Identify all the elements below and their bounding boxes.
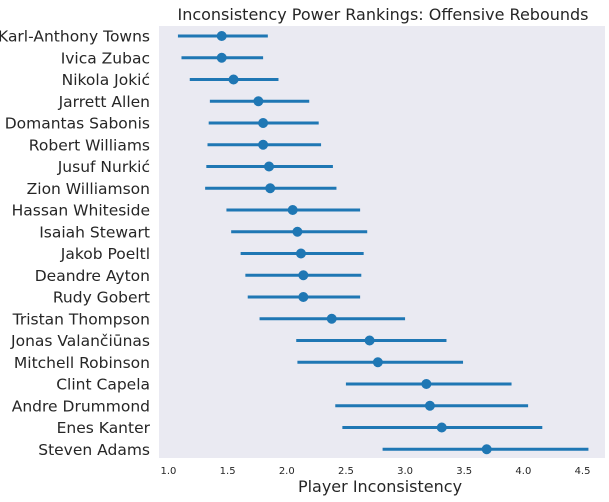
x-tick-label: 1.0 bbox=[161, 466, 177, 477]
data-point bbox=[298, 270, 309, 281]
y-tick-label: Jarrett Allen bbox=[58, 93, 150, 111]
data-point bbox=[265, 183, 276, 194]
data-point bbox=[421, 379, 432, 389]
y-tick-label: Jusuf Nurkić bbox=[57, 158, 150, 176]
y-tick-label: Isaiah Stewart bbox=[39, 223, 150, 241]
x-tick-label: 4.0 bbox=[515, 466, 531, 477]
data-point bbox=[295, 248, 306, 259]
y-tick-label: Nikola Jokić bbox=[62, 71, 150, 89]
y-tick-label: Hassan Whiteside bbox=[12, 202, 150, 220]
x-axis-label: Player Inconsistency bbox=[298, 477, 462, 496]
y-tick-label: Enes Kanter bbox=[57, 419, 151, 437]
y-tick-label: Deandre Ayton bbox=[35, 267, 150, 285]
x-tick-label: 4.5 bbox=[575, 466, 591, 477]
data-point bbox=[364, 335, 375, 346]
y-tick-label: Tristan Thompson bbox=[12, 310, 150, 328]
x-tick-label: 2.5 bbox=[338, 466, 354, 477]
x-tick-label: 1.5 bbox=[220, 466, 236, 477]
y-tick-label: Jonas Valančiūnas bbox=[10, 332, 150, 350]
data-point bbox=[264, 161, 275, 172]
y-tick-label: Jakob Poeltl bbox=[60, 245, 150, 263]
data-point bbox=[326, 313, 337, 324]
data-point bbox=[481, 444, 492, 455]
data-point bbox=[298, 292, 309, 302]
y-tick-label: Zion Williamson bbox=[27, 180, 150, 198]
data-point bbox=[228, 74, 239, 85]
x-tick-label: 2.0 bbox=[279, 466, 295, 477]
y-tick-label: Ivica Zubac bbox=[61, 49, 150, 67]
y-tick-label: Andre Drummond bbox=[12, 397, 150, 415]
y-tick-label: Karl-Anthony Towns bbox=[0, 28, 150, 46]
y-tick-labels: Karl-Anthony Towns Ivica Zubac Nikola Joki… bbox=[0, 28, 151, 459]
plot-marks bbox=[177, 31, 589, 455]
x-tick-label: 3.0 bbox=[397, 466, 413, 477]
data-point bbox=[372, 357, 383, 368]
data-point bbox=[436, 422, 447, 433]
data-point bbox=[216, 31, 227, 41]
y-tick-label: Robert Williams bbox=[29, 136, 150, 154]
chart-title: Inconsistency Power Rankings: Offensive … bbox=[177, 5, 588, 24]
y-tick-label: Domantas Sabonis bbox=[5, 115, 150, 133]
plot-area bbox=[159, 26, 605, 458]
y-tick-label: Clint Capela bbox=[56, 376, 150, 394]
data-point bbox=[292, 226, 303, 237]
data-point bbox=[216, 52, 227, 63]
data-point bbox=[287, 205, 298, 215]
data-point bbox=[258, 118, 269, 128]
y-tick-label: Rudy Gobert bbox=[53, 289, 150, 307]
data-point bbox=[258, 139, 269, 150]
x-tick-labels: 1.0 1.5 2.0 2.5 3.0 3.5 4.0 4.5 bbox=[161, 466, 591, 477]
x-tick-label: 3.5 bbox=[456, 466, 472, 477]
data-point bbox=[253, 96, 264, 107]
y-tick-label: Steven Adams bbox=[38, 441, 150, 459]
y-tick-label: Mitchell Robinson bbox=[14, 354, 150, 372]
data-point bbox=[424, 400, 435, 411]
